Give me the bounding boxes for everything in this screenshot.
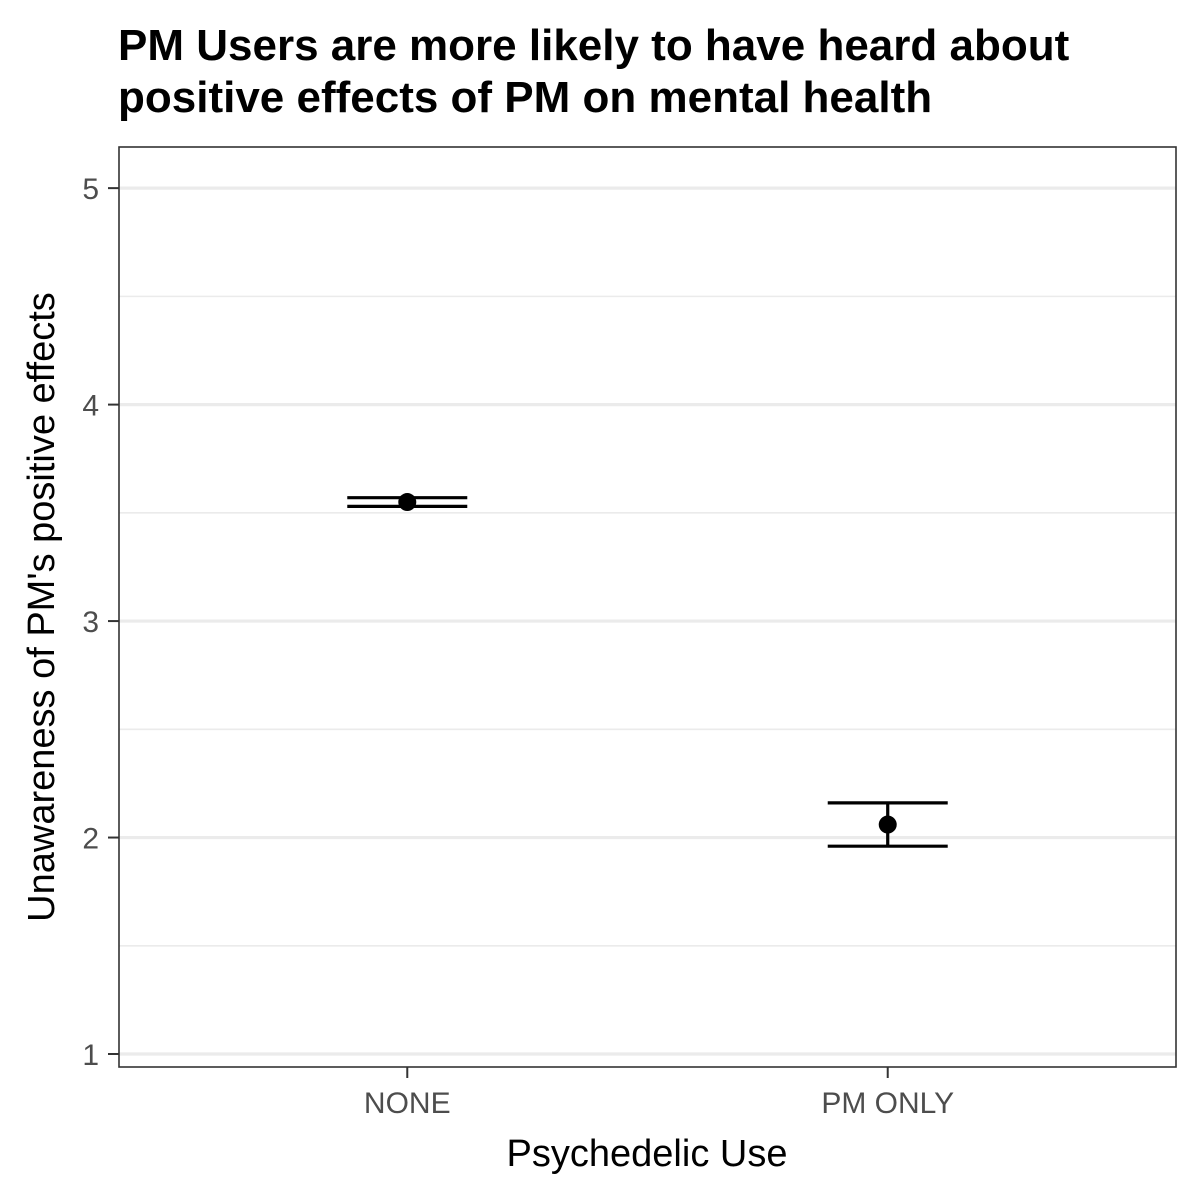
data-point <box>878 815 897 834</box>
chart-title-line-1: PM Users are more likely to have heard a… <box>118 21 1070 70</box>
x-tick-label: NONE <box>364 1087 451 1120</box>
x-tick-label: PM ONLY <box>821 1087 954 1120</box>
y-axis-title: Unawareness of PM's positive effects <box>21 292 63 922</box>
data-marks <box>347 493 948 848</box>
y-tick-label: 2 <box>82 823 99 856</box>
gridlines <box>119 186 1176 1056</box>
axes: 1 2 3 4 5 NONE PM ONLY <box>82 173 954 1120</box>
data-point <box>398 493 417 512</box>
y-tick-label: 1 <box>82 1039 99 1072</box>
chart-title-line-2: positive effects of PM on mental health <box>118 73 932 122</box>
x-axis-title: Psychedelic Use <box>507 1133 788 1175</box>
y-tick-label: 3 <box>82 606 99 639</box>
panel-border <box>118 146 1177 1068</box>
y-tick-label: 4 <box>82 390 99 423</box>
y-tick-label: 5 <box>82 173 99 206</box>
